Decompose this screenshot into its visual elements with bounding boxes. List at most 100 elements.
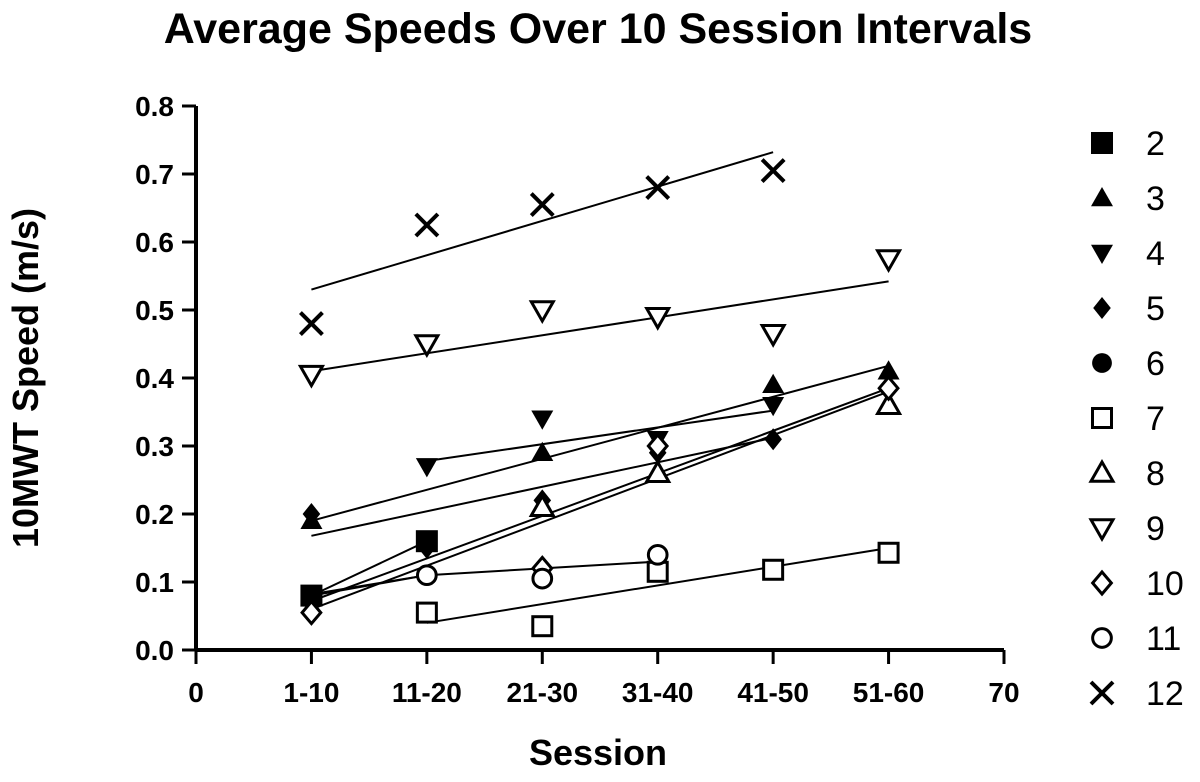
data-point-series-11	[416, 564, 438, 587]
legend-label: 11	[1146, 620, 1181, 658]
trend-line-5	[311, 436, 774, 537]
marker-shape	[764, 428, 782, 451]
legend-label: 3	[1146, 180, 1165, 218]
data-point-series-7	[877, 541, 900, 564]
data-point-series-11	[531, 567, 554, 590]
marker-shape	[646, 543, 669, 566]
marker-stroke	[1089, 680, 1115, 706]
x-tick-label: 41-50	[737, 677, 809, 708]
data-point-series-4	[415, 458, 438, 478]
marker-shape	[1091, 132, 1113, 154]
data-point-series-3	[877, 360, 900, 380]
data-point-series-3	[531, 441, 554, 462]
legend-marker	[1091, 244, 1113, 264]
legend-label: 9	[1146, 510, 1165, 548]
marker-shape	[1092, 353, 1112, 373]
data-point-series-5	[418, 537, 436, 559]
marker-shape	[1088, 518, 1116, 543]
data-point-series-10	[646, 432, 670, 460]
marker-shape	[531, 410, 554, 430]
data-point-series-5	[764, 428, 782, 451]
data-point-series-8	[644, 459, 672, 483]
trend-lines	[310, 151, 889, 624]
marker-shape	[1091, 627, 1113, 649]
legend-label: 2	[1146, 125, 1165, 163]
legend-item-6: 6	[1092, 345, 1165, 383]
marker-shape	[1088, 458, 1116, 483]
marker-shape	[416, 564, 438, 587]
trend-line-4	[426, 409, 774, 462]
trend-line-2	[310, 540, 428, 597]
data-point-series-9	[644, 307, 672, 331]
marker-shape	[644, 307, 672, 331]
legend-marker	[1090, 569, 1114, 597]
data-point-series-7	[762, 558, 785, 581]
trend-line-11	[311, 560, 658, 596]
legend-label: 10	[1146, 565, 1184, 603]
legend-marker	[1091, 627, 1113, 649]
legend-label: 4	[1146, 235, 1165, 273]
marker-shape	[644, 459, 672, 483]
marker-shape	[877, 360, 900, 380]
y-tick-label: 0.6	[135, 227, 174, 258]
marker-shape	[874, 391, 903, 415]
chart-title: Average Speeds Over 10 Session Intervals	[164, 5, 1032, 53]
data-point-series-5	[302, 503, 321, 525]
data-point-series-10	[877, 374, 900, 402]
y-axis-title: 10MWT Speed (m/s)	[5, 208, 46, 548]
marker-shape	[301, 585, 322, 606]
y-tick-label: 0.2	[135, 499, 174, 530]
y-tick-label: 0.7	[135, 159, 174, 190]
axes: 0.0 0.1 0.2 0.3 0.4 0.5 0.6 0.7 0.8 0 1-10 11-20 21-…	[135, 91, 1020, 708]
data-point-series-12	[645, 175, 671, 201]
data-point-series-4	[762, 396, 785, 417]
data-point-series-8	[874, 391, 903, 415]
data-point-series-4	[531, 410, 554, 430]
legend: 2 3 4 5 6 7 8 9 10 11 12	[1088, 125, 1184, 713]
marker-stroke	[760, 158, 786, 184]
marker-shape	[762, 558, 785, 581]
marker-shape	[762, 396, 785, 417]
marker-shape	[415, 458, 438, 478]
trend-line-3	[311, 364, 889, 522]
legend-marker	[1091, 132, 1113, 154]
marker-shape	[413, 334, 441, 359]
marker-shape	[762, 373, 785, 394]
marker-shape	[531, 567, 554, 590]
marker-shape	[759, 324, 787, 348]
data-point-series-12	[529, 192, 555, 218]
data-point-series-9	[413, 334, 441, 359]
legend-item-11: 11	[1091, 620, 1181, 658]
x-tick-label: 11-20	[392, 677, 462, 708]
marker-shape	[874, 249, 903, 274]
legend-label: 8	[1146, 455, 1165, 493]
legend-item-12: 12	[1089, 675, 1184, 713]
legend-marker	[1088, 518, 1116, 543]
data-point-series-6	[301, 585, 322, 606]
data-point-series-12	[760, 158, 786, 184]
legend-marker	[1088, 458, 1116, 483]
trend-line-7	[426, 547, 889, 624]
legend-marker	[1092, 353, 1112, 373]
legend-marker	[1089, 680, 1115, 706]
marker-shape	[1090, 569, 1114, 597]
y-tick-label: 0.3	[135, 431, 174, 462]
x-axis-title: Session	[529, 732, 667, 773]
trend-line-8	[311, 390, 889, 611]
data-point-series-10	[300, 599, 323, 626]
legend-item-2: 2	[1091, 125, 1165, 163]
marker-stroke	[414, 212, 440, 238]
marker-shape	[528, 300, 556, 325]
marker-shape	[302, 503, 321, 525]
x-tick-label: 31-40	[622, 677, 694, 708]
x-tick-label: 70	[988, 677, 1019, 708]
data-point-series-12	[299, 311, 324, 337]
legend-item-10: 10	[1090, 565, 1184, 603]
marker-shape	[1091, 187, 1113, 207]
y-tick-label: 0.0	[135, 635, 174, 666]
x-tick-label: 0	[188, 677, 204, 708]
trend-line-12	[311, 151, 774, 291]
marker-shape	[646, 432, 670, 460]
data-points	[297, 158, 903, 638]
marker-shape	[531, 615, 554, 638]
